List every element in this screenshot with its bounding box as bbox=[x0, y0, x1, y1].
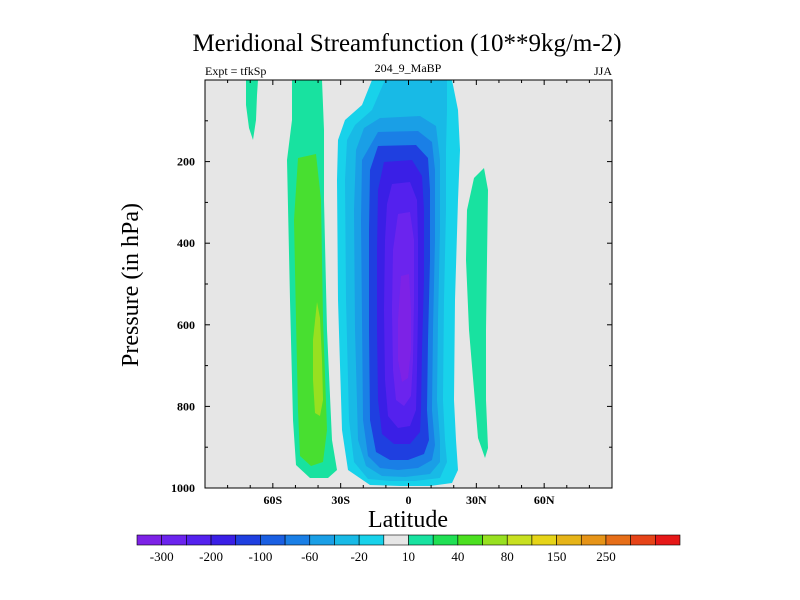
y-axis-ticks: 200 400 600 800 1000 bbox=[171, 120, 612, 495]
colorbar-label: -300 bbox=[150, 549, 174, 564]
contour-trop-cell-300 bbox=[398, 274, 411, 382]
x-tick-label: 30N bbox=[466, 493, 487, 507]
y-tick-label: 200 bbox=[177, 155, 195, 169]
colorbar-swatch bbox=[260, 534, 286, 546]
colorbar-label: 250 bbox=[596, 549, 616, 564]
colorbar-swatch bbox=[358, 534, 385, 546]
colorbar-swatch bbox=[556, 534, 582, 546]
colorbar-swatch bbox=[506, 534, 533, 546]
x-axis-ticks: 60S 30S 0 30N 60N bbox=[227, 80, 590, 507]
colorbar-swatch bbox=[161, 534, 187, 546]
colorbar-swatch bbox=[482, 534, 508, 546]
y-tick-label: 800 bbox=[177, 399, 195, 413]
colorbar-label: -60 bbox=[301, 549, 318, 564]
colorbar-label: 10 bbox=[402, 549, 415, 564]
colorbar-swatch bbox=[235, 534, 261, 546]
colorbar-swatch bbox=[630, 534, 656, 546]
colorbar-swatch bbox=[605, 534, 631, 546]
x-tick-label: 60N bbox=[534, 493, 555, 507]
x-axis-label: Latitude bbox=[368, 507, 448, 533]
colorbar-swatch bbox=[432, 534, 459, 546]
colorbar-label: -20 bbox=[350, 549, 367, 564]
y-tick-label: 600 bbox=[177, 318, 195, 332]
contour-fills bbox=[246, 80, 488, 486]
y-tick-label: 1000 bbox=[171, 481, 195, 495]
contour-sh-upper-weak bbox=[246, 80, 258, 140]
left-string: Expt = tfkSp bbox=[205, 64, 266, 78]
colorbar-swatch bbox=[457, 534, 483, 546]
colorbar-label: -100 bbox=[248, 549, 272, 564]
center-string: 204_9_MaBP bbox=[375, 61, 442, 75]
y-axis-label: Pressure (in hPa) bbox=[118, 203, 144, 367]
y-tick-label: 400 bbox=[177, 236, 195, 250]
colorbar-label: 80 bbox=[501, 549, 514, 564]
colorbar-swatch bbox=[383, 534, 409, 546]
colorbar-swatch bbox=[309, 534, 335, 546]
chart-title: Meridional Streamfunction (10**9kg/m-2) bbox=[192, 30, 621, 57]
colorbar-swatch bbox=[655, 534, 681, 546]
colorbar-swatch bbox=[136, 534, 162, 546]
contour-sh-cell-80 bbox=[313, 302, 323, 416]
x-tick-label: 60S bbox=[263, 493, 282, 507]
colorbar-label: 40 bbox=[451, 549, 464, 564]
colorbar-label: -200 bbox=[199, 549, 223, 564]
colorbar-swatch bbox=[284, 534, 311, 546]
colorbar bbox=[136, 534, 681, 546]
contour-nh-cell-10 bbox=[466, 168, 488, 458]
colorbar-labels: -300 -200 -100 -60 -20 10 40 80 150 250 bbox=[150, 549, 616, 564]
colorbar-swatch bbox=[210, 534, 237, 546]
x-tick-label: 0 bbox=[406, 493, 412, 507]
colorbar-label: 150 bbox=[547, 549, 567, 564]
colorbar-swatch bbox=[580, 534, 607, 546]
colorbar-swatch bbox=[408, 534, 434, 546]
x-tick-label: 30S bbox=[331, 493, 350, 507]
colorbar-swatch bbox=[334, 534, 360, 546]
colorbar-swatch bbox=[531, 534, 557, 546]
right-string: JJA bbox=[594, 64, 612, 78]
colorbar-swatch bbox=[186, 534, 212, 546]
